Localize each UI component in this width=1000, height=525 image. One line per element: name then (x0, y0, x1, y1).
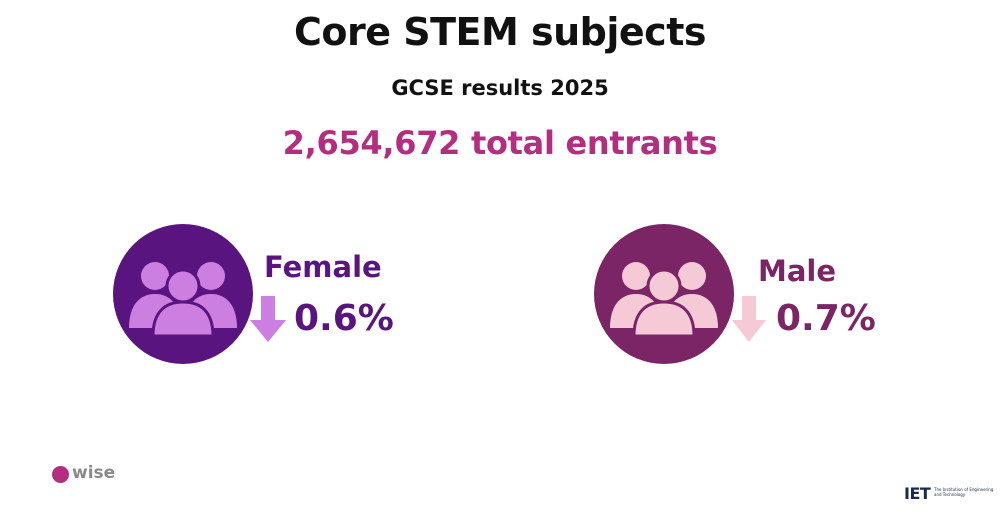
arrow-down-icon (250, 296, 286, 346)
male-label: Male (758, 254, 837, 288)
page-subtitle: GCSE results 2025 (391, 76, 609, 100)
female-people-group-icon (113, 224, 253, 364)
wise-logo-mark (52, 466, 69, 483)
female-label: Female (264, 250, 382, 284)
female-change-value: 0.6% (294, 298, 394, 339)
iet-logo-mark: IET (904, 484, 931, 503)
arrow-down-icon (732, 296, 766, 346)
male-change-value: 0.7% (776, 298, 876, 339)
wise-logo-text: wise (72, 463, 116, 483)
total-entrants: 2,654,672 total entrants (282, 124, 718, 162)
male-people-group-icon (594, 224, 734, 364)
iet-logo-tagline: The Institution of Engineering and Techn… (934, 487, 994, 497)
iet-logo: IET The Institution of Engineering and T… (904, 484, 994, 504)
page-title: Core STEM subjects (293, 10, 707, 54)
